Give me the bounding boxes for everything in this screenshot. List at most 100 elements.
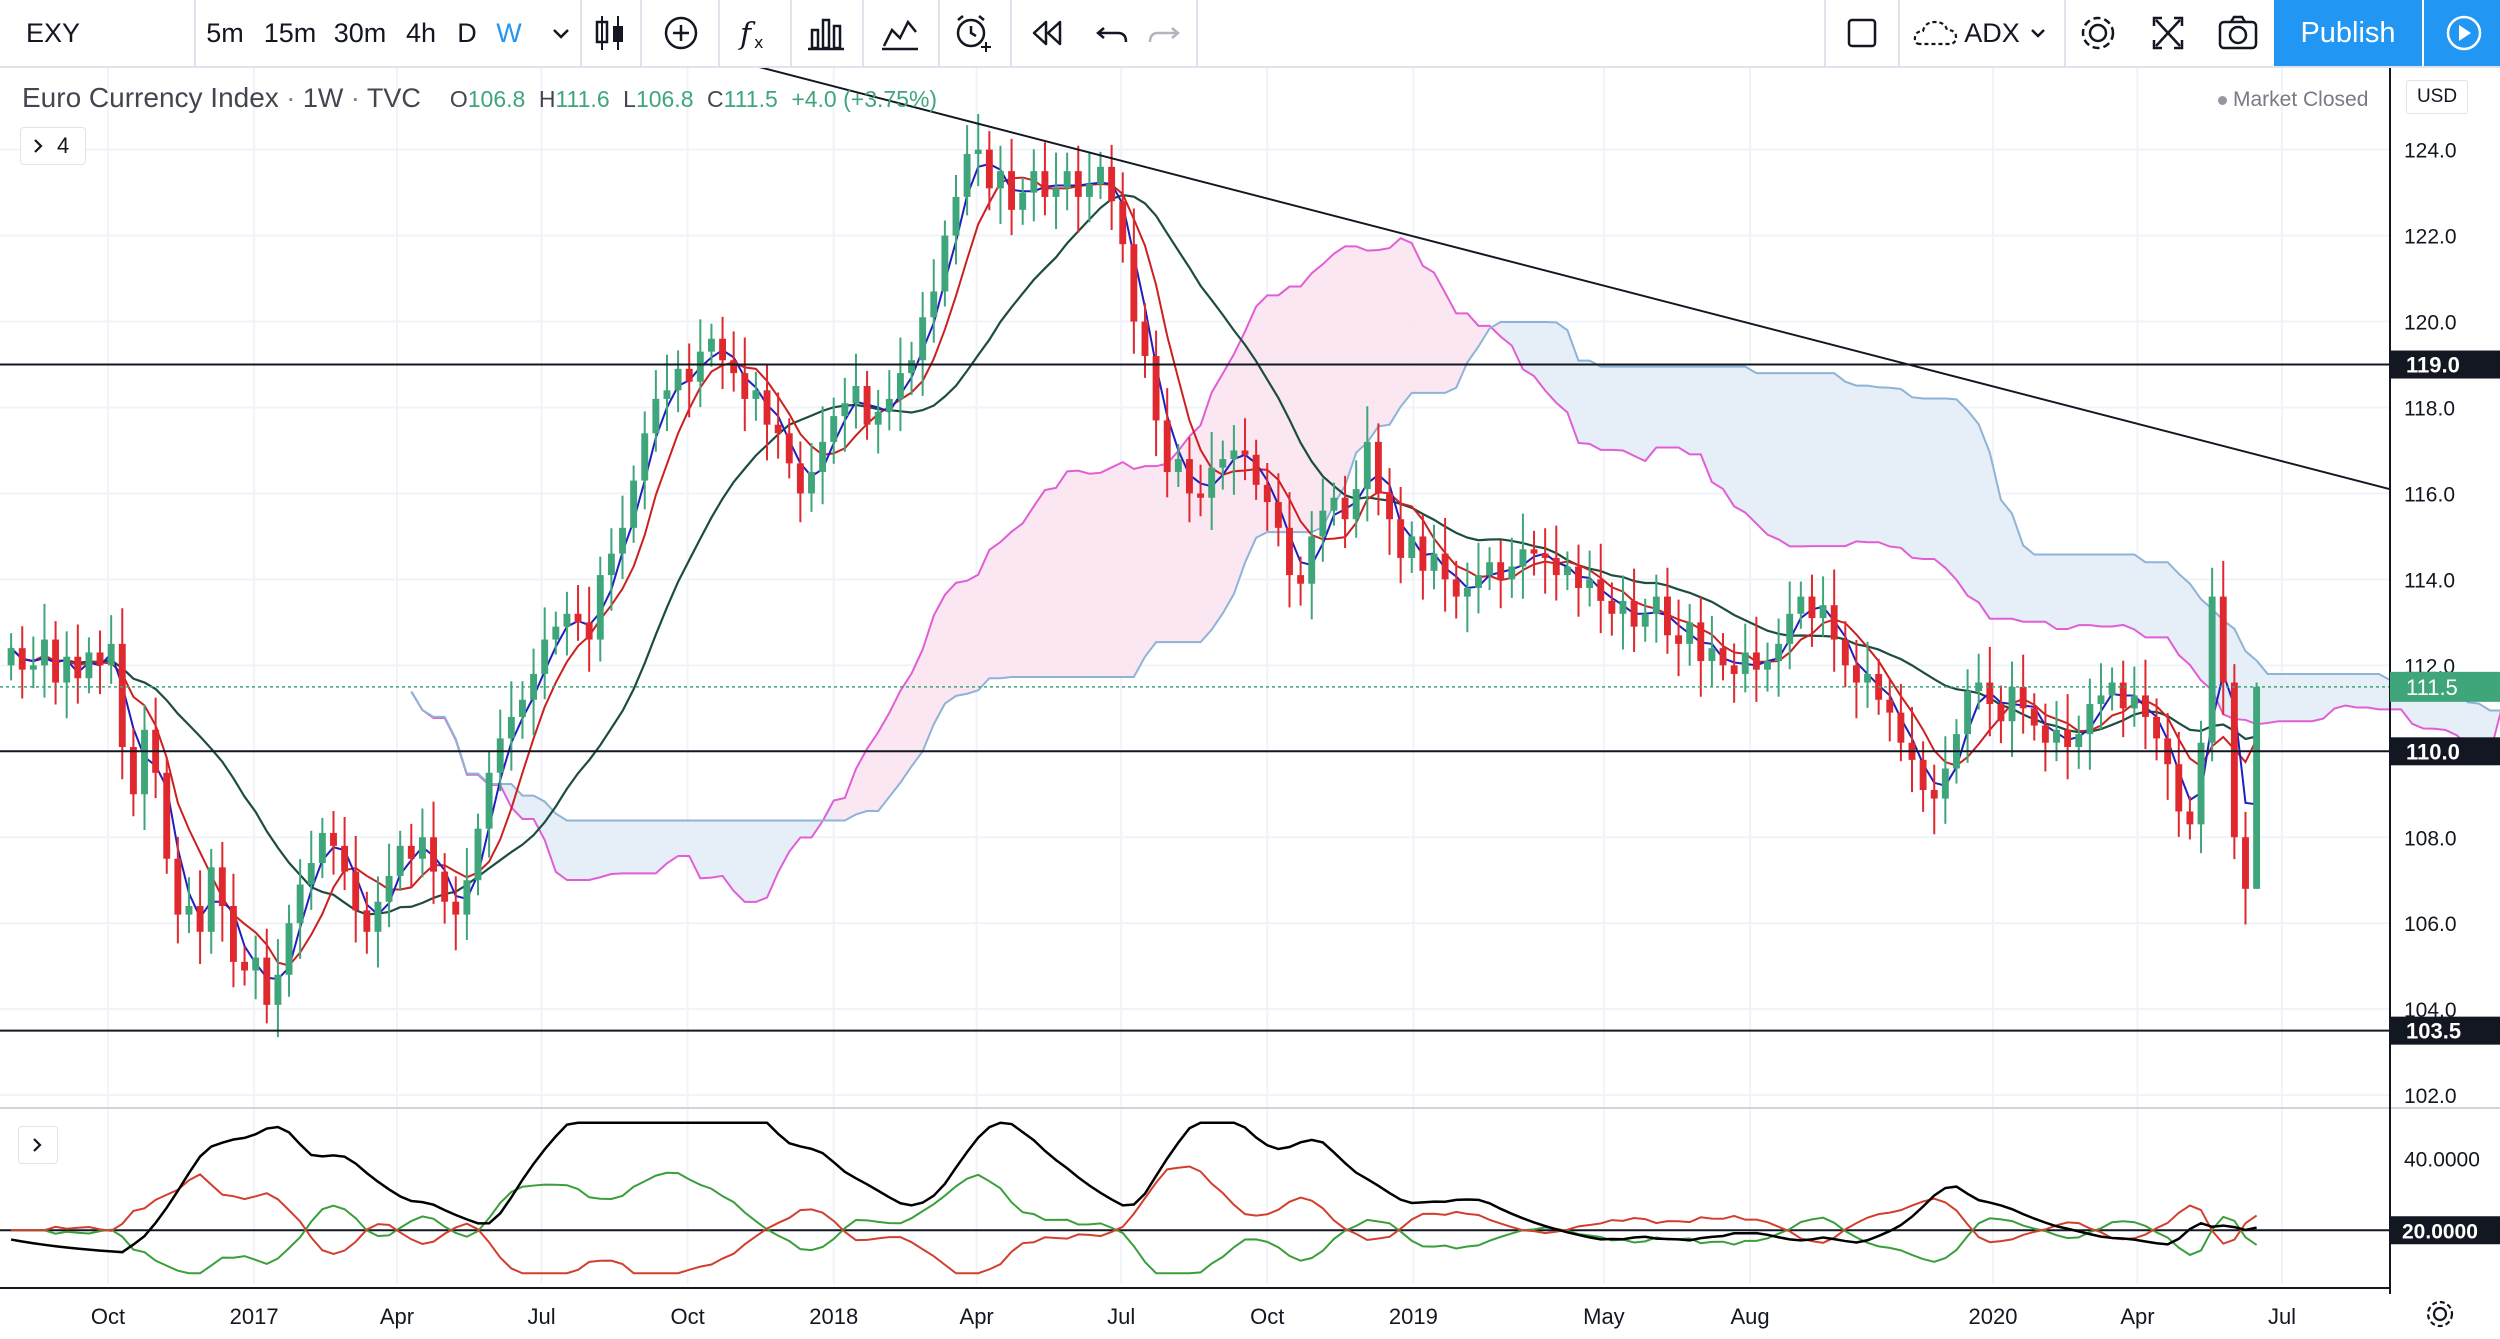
candle-body — [1786, 613, 1794, 644]
candle-body — [63, 656, 71, 683]
interval-w[interactable]: W — [496, 18, 522, 48]
candle-body — [1374, 441, 1382, 494]
candle-body — [574, 613, 582, 623]
candle-body — [2086, 704, 2094, 735]
candle-body — [2253, 686, 2261, 889]
bar-chart-icon[interactable] — [870, 0, 930, 66]
candle-body — [185, 906, 193, 915]
redo-icon[interactable] — [1134, 0, 1194, 66]
candle-body — [1808, 596, 1816, 619]
add-compare-icon[interactable] — [650, 0, 712, 66]
play-icon[interactable] — [2424, 0, 2500, 66]
chevron-down-icon[interactable] — [532, 0, 590, 66]
candle-body — [1641, 613, 1649, 627]
candle-body — [463, 880, 471, 915]
candle-body — [1052, 188, 1060, 197]
templates-icon[interactable] — [796, 0, 856, 66]
candle-body — [1486, 562, 1494, 576]
candle-body — [941, 235, 949, 292]
replay-icon[interactable] — [1016, 0, 1076, 66]
chevron-down-icon[interactable] — [2020, 0, 2056, 66]
alert-icon[interactable] — [942, 0, 1002, 66]
price-tick-label: 118.0 — [2404, 398, 2455, 421]
candle-body — [1352, 489, 1360, 520]
candle-body — [307, 863, 315, 885]
adx-tick-label: 40.0000 — [2404, 1149, 2480, 1172]
candle-body — [2053, 729, 2060, 743]
candle-body — [252, 957, 260, 971]
interval-5m[interactable]: 5m — [206, 18, 244, 48]
candle-body — [2141, 695, 2149, 717]
candle-body — [752, 390, 760, 399]
candle-body — [541, 639, 549, 674]
symbol-search-button[interactable]: EXY — [26, 18, 81, 48]
candle-body — [129, 747, 137, 795]
interval-d[interactable]: D — [457, 18, 477, 48]
price-chart[interactable]: 102.0104.0106.0108.0110.0112.0114.0116.0… — [0, 68, 2500, 1339]
legend-title[interactable]: Euro Currency Index — [22, 82, 279, 113]
time-tick-label: Apr — [2120, 1304, 2154, 1329]
candle-body — [474, 828, 482, 881]
chevron-right-icon — [34, 139, 43, 153]
candle-body — [2208, 596, 2216, 743]
candle-body — [496, 738, 504, 773]
candle-body — [1119, 201, 1127, 245]
candle-body — [1663, 596, 1671, 636]
candle-body — [1419, 536, 1427, 571]
candle-body — [819, 441, 827, 472]
candle-body — [2075, 734, 2083, 748]
time-tick-label: Oct — [1250, 1304, 1284, 1329]
time-tick-label: Apr — [380, 1304, 414, 1329]
candle-body — [2186, 811, 2194, 825]
interval-30m[interactable]: 30m — [333, 18, 387, 48]
legend-h-label: H — [538, 86, 556, 112]
indicator-name-label[interactable]: ADX — [1964, 18, 2020, 48]
candle-body — [630, 480, 638, 528]
chevron-right-icon — [33, 1138, 42, 1152]
candle-body — [1841, 639, 1849, 666]
candle-body — [1230, 450, 1238, 460]
adx-pane-toggle-button[interactable] — [18, 1126, 58, 1164]
candle-body — [1185, 459, 1193, 494]
candle-body — [2175, 764, 2183, 812]
publish-button[interactable]: Publish — [2274, 0, 2422, 66]
candle-body — [452, 901, 460, 915]
axes: 102.0104.0106.0108.0110.0112.0114.0116.0… — [0, 68, 2500, 1329]
currency-button[interactable]: USD — [2406, 80, 2468, 114]
candles-icon[interactable] — [580, 0, 640, 66]
interval-15m[interactable]: 15m — [263, 18, 317, 48]
cloud-icon[interactable] — [1906, 0, 1966, 66]
candle-body — [641, 433, 649, 481]
adx-pane — [0, 1107, 2500, 1275]
candle-body — [118, 643, 126, 748]
candle-body — [707, 338, 715, 352]
settings-icon[interactable] — [2064, 0, 2132, 66]
candle-body — [1252, 454, 1260, 485]
di-plus-line — [11, 1171, 2258, 1275]
candle-body — [808, 471, 815, 494]
di-minus-line — [11, 1165, 2258, 1275]
candle-body — [285, 923, 293, 975]
candle-body — [2230, 682, 2238, 838]
candle-body — [1063, 171, 1071, 189]
chart-legend: Euro Currency Index · 1W · TVC O106.8 H1… — [22, 82, 938, 113]
cloud-segment — [833, 238, 1501, 821]
candle-body — [896, 373, 904, 399]
candle-body — [1652, 596, 1660, 614]
interval-4h[interactable]: 4h — [405, 18, 437, 48]
candle-body — [1530, 549, 1538, 554]
time-tick-label: Apr — [960, 1304, 994, 1329]
candle-body — [885, 398, 893, 412]
layout-square-icon[interactable] — [1832, 0, 1892, 66]
axis-settings-icon[interactable] — [2420, 1294, 2460, 1334]
undo-icon[interactable] — [1082, 0, 1142, 66]
camera-icon[interactable] — [2204, 0, 2272, 66]
candle-body — [1074, 171, 1082, 197]
studies-toggle-button[interactable]: 4 — [20, 127, 86, 165]
candle-body — [1319, 510, 1327, 537]
fullscreen-icon[interactable] — [2134, 0, 2202, 66]
candle-body — [830, 416, 838, 442]
candle-body — [1263, 484, 1271, 503]
